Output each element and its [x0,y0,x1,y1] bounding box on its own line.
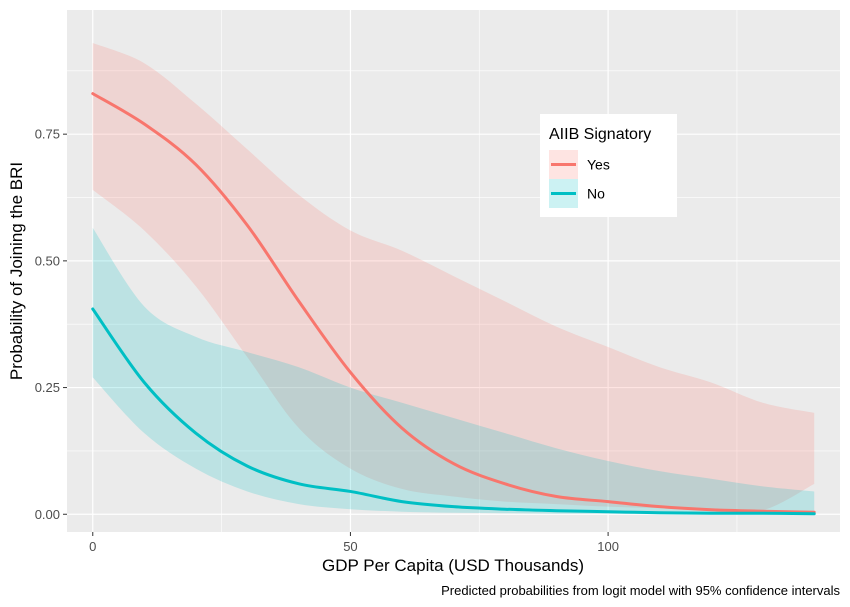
plot-panel [67,10,840,532]
x-axis-title: GDP Per Capita (USD Thousands) [322,556,584,575]
x-tick-label: 50 [343,539,357,554]
legend-label-yes: Yes [587,157,610,173]
legend-title: AIIB Signatory [549,126,651,143]
series-lines [91,92,816,516]
ribbon-no [92,227,815,515]
legend-entries: Yes No [549,150,610,208]
y-tick-label: 0.50 [35,253,60,268]
line-yes [91,92,816,514]
x-axis: 0 50 100 [89,532,619,554]
y-axis: 0.00 0.25 0.50 0.75 [35,127,67,522]
y-tick-label: 0.75 [35,127,60,142]
line-no [91,307,816,516]
grid-minor [67,10,840,532]
confidence-ribbons [92,42,815,515]
x-tick-label: 100 [597,539,619,554]
y-tick-label: 0.00 [35,507,60,522]
y-tick-label: 0.25 [35,380,60,395]
x-tick-label: 0 [89,539,96,554]
caption: Predicted probabilities from logit model… [441,583,840,598]
legend-label-no: No [587,186,605,202]
y-axis-title: Probability of Joining the BRI [7,162,26,380]
legend: AIIB Signatory Yes No [540,114,677,217]
ribbon-yes [92,42,815,512]
